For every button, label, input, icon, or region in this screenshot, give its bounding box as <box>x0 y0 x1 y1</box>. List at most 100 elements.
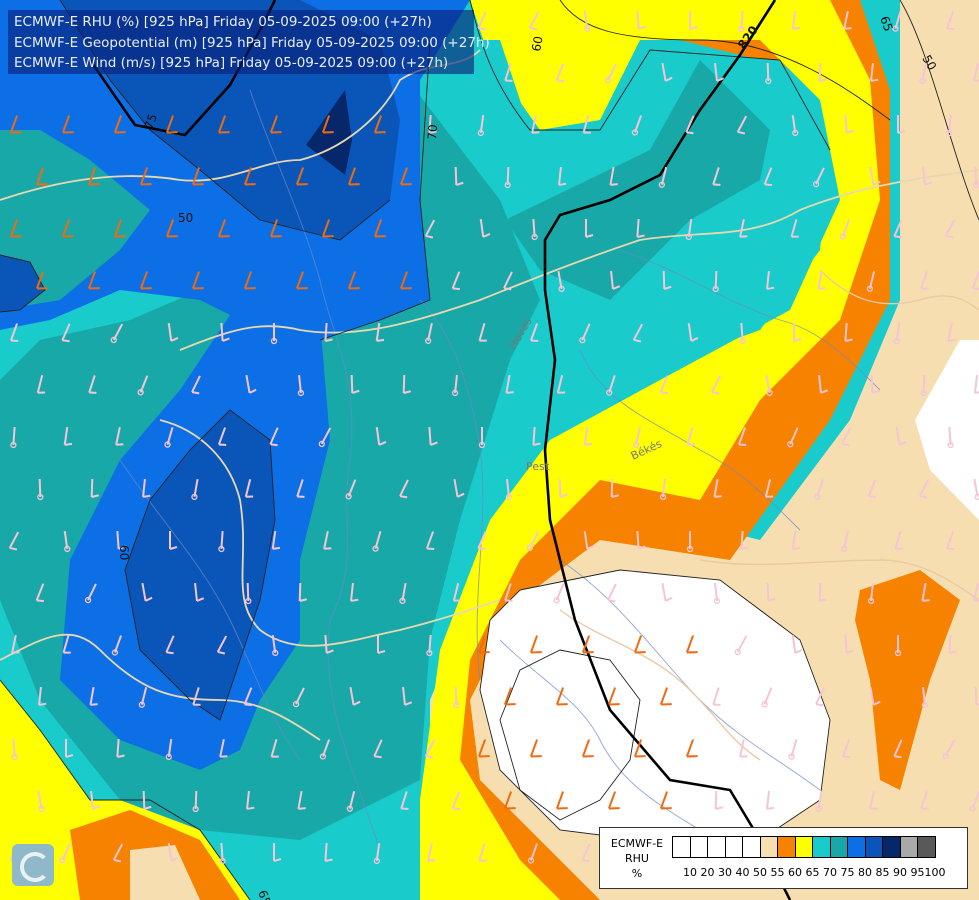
wind-barb-icon <box>113 219 126 238</box>
rivers-layer <box>119 89 881 851</box>
contour-line <box>499 649 641 821</box>
wind-barb-icon <box>377 635 386 654</box>
contour-line <box>469 0 831 151</box>
wind-barb-icon <box>245 582 252 605</box>
wind-barb-icon <box>920 374 927 397</box>
wind-barb-icon <box>659 375 669 395</box>
title-rhu: ECMWF-E RHU (%) [925 hPa] Friday 05-09-2… <box>14 14 432 30</box>
wind-barb-icon <box>345 479 357 500</box>
wind-barb-icon <box>791 114 799 137</box>
wind-barb-icon <box>35 271 48 290</box>
legend-tick: 80 <box>858 866 872 879</box>
wind-barb-icon <box>841 739 851 758</box>
wind-barb-icon <box>296 479 305 498</box>
wind-barb-icon <box>37 478 44 501</box>
contour-line <box>319 39 431 341</box>
wind-barb-icon <box>558 478 568 498</box>
wind-barb-icon <box>246 790 255 810</box>
wind-barb-icon <box>869 166 881 186</box>
wind-barbs-layer <box>8 10 979 865</box>
wind-barb-icon <box>36 375 46 394</box>
wind-barb-icon <box>529 739 542 758</box>
wind-barb-icon <box>528 11 540 31</box>
wind-barb-icon <box>610 478 619 498</box>
wind-barb-icon <box>867 479 877 499</box>
wind-barb-icon <box>165 738 173 761</box>
legend-unit: % <box>631 867 643 880</box>
wind-barb-icon <box>111 635 123 656</box>
wind-barb-icon <box>814 479 824 500</box>
legend-swatch <box>882 836 901 858</box>
wind-barb-icon <box>167 842 179 862</box>
legend-swatch <box>864 836 883 858</box>
legend-swatches <box>672 836 936 858</box>
wind-barb-icon <box>297 374 305 397</box>
wind-barb-icon <box>373 115 386 134</box>
wind-barb-icon <box>739 738 748 758</box>
wind-barb-icon <box>793 323 802 342</box>
wind-barb-icon <box>764 479 774 498</box>
wind-barb-icon <box>375 426 387 446</box>
wind-barb-icon <box>87 271 100 290</box>
wind-barb-icon <box>737 427 747 446</box>
wind-barb-icon <box>658 167 668 188</box>
wind-barb-icon <box>529 323 539 342</box>
rhu-zone-60-east <box>855 570 960 790</box>
wind-barb-icon <box>689 11 698 30</box>
wind-barb-icon <box>892 11 902 32</box>
wind-barb-icon <box>243 271 256 290</box>
wind-barb-icon <box>585 219 594 238</box>
legend-swatch <box>917 836 936 858</box>
wind-barb-icon <box>503 271 513 291</box>
rhu-zone-65 <box>420 0 880 900</box>
wind-barb-icon <box>893 219 903 239</box>
wind-barb-icon <box>10 426 17 449</box>
wind-barb-icon <box>867 582 875 605</box>
wind-barb-icon <box>63 530 71 553</box>
rhu-zone-75-east <box>505 60 770 300</box>
wind-barb-icon <box>870 62 879 82</box>
wind-barb-icon <box>478 843 487 862</box>
wind-barb-icon <box>273 843 282 862</box>
title-wind: ECMWF-E Wind (m/s) [925 hPa] Friday 05-0… <box>14 55 449 71</box>
wind-barb-icon <box>110 323 124 344</box>
wind-barb-icon <box>868 791 878 810</box>
wind-barb-icon <box>610 270 621 290</box>
wind-barb-icon <box>969 791 979 812</box>
wind-barb-icon <box>297 790 306 810</box>
contour-label: 60 <box>529 35 545 52</box>
wind-barb-icon <box>271 634 279 657</box>
contour-label: 50 <box>919 53 939 73</box>
wind-barb-icon <box>866 271 876 292</box>
wind-barb-icon <box>138 687 148 708</box>
wind-barb-icon <box>87 167 100 186</box>
wind-barb-icon <box>90 790 101 810</box>
wind-barb-icon <box>763 167 773 187</box>
wind-barb-icon <box>451 791 461 811</box>
wind-barb-icon <box>428 426 438 446</box>
wind-barb-icon <box>424 219 436 239</box>
wind-barb-icon <box>216 635 228 655</box>
wind-barb-icon <box>736 115 748 135</box>
wind-barb-icon <box>165 635 175 655</box>
wind-barb-icon <box>503 687 516 706</box>
wind-barb-icon <box>583 10 591 33</box>
wind-barb-icon <box>894 635 902 657</box>
wind-barb-icon <box>477 114 485 137</box>
color-legend: ECMWF-E RHU % 10 20 30 40 50 55 60 65 70 75 80 85 90… <box>599 827 968 889</box>
contour-line <box>899 0 979 221</box>
wind-barb-icon <box>61 323 71 343</box>
wind-barb-icon <box>477 531 487 551</box>
wind-barb-icon <box>90 478 99 498</box>
wind-barb-icon <box>504 63 513 82</box>
wind-barb-icon <box>636 530 646 550</box>
legend-tick: 30 <box>718 866 732 879</box>
wind-barb-icon <box>62 635 71 654</box>
wind-barb-icon <box>869 686 881 706</box>
wind-barb-icon <box>607 791 620 810</box>
legend-tick: 90 <box>893 866 907 879</box>
wind-barb-icon <box>139 167 152 186</box>
wind-barb-icon <box>766 270 775 290</box>
geopotential-line-820 <box>543 0 792 900</box>
wind-barb-icon <box>269 427 279 447</box>
